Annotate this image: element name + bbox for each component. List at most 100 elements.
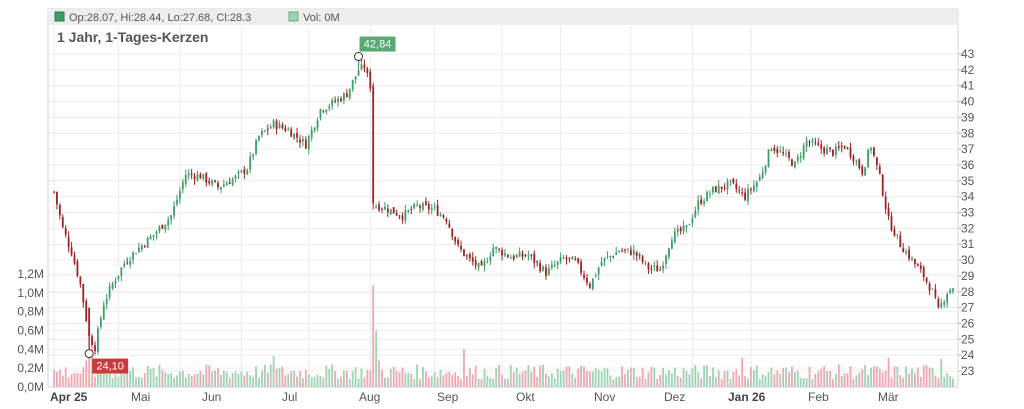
candle-body: [905, 251, 908, 254]
ohlc-text: Op:28.07, Hi:28.44, Lo:27.68, Cl:28.3: [69, 12, 251, 24]
volume-bar: [653, 367, 656, 387]
volume-bar: [911, 368, 913, 387]
volume-bar: [337, 379, 339, 387]
month-label: Aug: [359, 390, 380, 404]
candle-body: [489, 256, 492, 261]
candle-body: [205, 173, 208, 183]
price-tick-label: 25: [961, 332, 975, 346]
volume-bar: [688, 374, 691, 387]
candle-body: [691, 218, 694, 224]
candle-body: [785, 153, 787, 155]
candle-body: [249, 156, 252, 170]
candle-body: [908, 249, 910, 259]
volume-bar: [64, 367, 67, 387]
candle-body: [703, 200, 705, 204]
candle-body: [829, 147, 831, 149]
candle-body: [574, 258, 577, 260]
volume-bar: [424, 371, 427, 387]
volume-bar: [111, 378, 114, 387]
candle-body: [586, 277, 588, 283]
candle-body: [627, 248, 629, 250]
volume-bar: [325, 365, 328, 387]
candle-body: [536, 261, 539, 263]
candle-body: [272, 120, 275, 128]
month-label: Feb: [808, 390, 829, 404]
volume-bar: [849, 366, 852, 387]
candle-body: [682, 225, 685, 232]
volume-bar: [501, 374, 503, 387]
candle-body: [363, 64, 366, 69]
candle-body: [342, 93, 345, 101]
volume-bar: [58, 370, 61, 387]
volume-bar: [158, 364, 161, 387]
volume-bar: [700, 378, 703, 387]
candle-body: [395, 213, 398, 216]
volume-bar: [231, 372, 234, 387]
volume-bar: [594, 368, 597, 387]
candle-body: [246, 170, 249, 175]
volume-bar: [785, 367, 787, 387]
volume-bar: [779, 374, 782, 387]
volume-bar: [161, 369, 164, 387]
candle-body: [565, 257, 568, 260]
volume-bar: [509, 365, 512, 387]
volume-bar: [770, 367, 773, 387]
volume-bar: [465, 375, 468, 387]
volume-bar: [852, 379, 855, 387]
candle-body: [468, 254, 471, 259]
candle-body: [105, 298, 108, 304]
volume-legend-icon: [288, 11, 299, 22]
volume-bar: [899, 375, 902, 387]
volume-bar: [873, 366, 875, 387]
volume-bar: [750, 367, 752, 387]
volume-bar: [586, 371, 588, 387]
candle-body: [457, 239, 460, 245]
candle-body: [290, 129, 293, 137]
volume-bar: [293, 370, 296, 387]
candle-body: [925, 277, 928, 282]
candle-body: [410, 209, 413, 211]
volume-bar: [565, 366, 568, 387]
volume-bar: [676, 375, 679, 387]
volume-bar: [808, 366, 811, 387]
volume-bar: [867, 374, 869, 387]
candle-body: [843, 146, 846, 149]
candle-body: [629, 249, 632, 255]
volume-bar: [395, 370, 398, 387]
volume-bar: [146, 365, 149, 387]
volume-bar: [703, 365, 705, 387]
candle-body: [767, 149, 770, 167]
price-tick-label: 39: [961, 110, 975, 124]
volume-bar: [817, 371, 820, 387]
volume-bar: [129, 371, 132, 387]
candle-body: [381, 208, 383, 210]
volume-bar: [884, 370, 887, 387]
candle-body: [706, 191, 708, 202]
volume-bar: [621, 366, 624, 387]
candle-body: [952, 288, 954, 292]
volume-bar: [764, 376, 767, 387]
price-tick-label: 27: [961, 301, 975, 315]
time-axis: Apr 25 Mai Jun Jul Aug Sep Okt Nov Dez Jan 26 Feb M…: [50, 390, 899, 404]
volume-bar: [870, 367, 872, 387]
candle-body: [170, 215, 173, 220]
month-label: Okt: [516, 390, 535, 404]
volume-bar: [729, 378, 732, 387]
candle-body: [164, 224, 167, 230]
volume-bar: [536, 376, 539, 387]
candle-body: [504, 253, 506, 256]
candle-body: [179, 190, 181, 199]
volume-bar: [179, 371, 181, 387]
volume-bar: [176, 375, 178, 387]
candle-body: [155, 231, 158, 234]
candle-body: [480, 261, 483, 266]
candle-body: [717, 185, 720, 194]
volume-bar: [152, 367, 155, 387]
volume-bar: [217, 367, 219, 387]
candle-body: [893, 229, 896, 237]
volume-bar: [439, 369, 442, 387]
volume-bar: [272, 355, 275, 387]
volume-bar: [919, 377, 922, 387]
candle-body: [255, 140, 257, 154]
volume-bar: [553, 378, 556, 387]
